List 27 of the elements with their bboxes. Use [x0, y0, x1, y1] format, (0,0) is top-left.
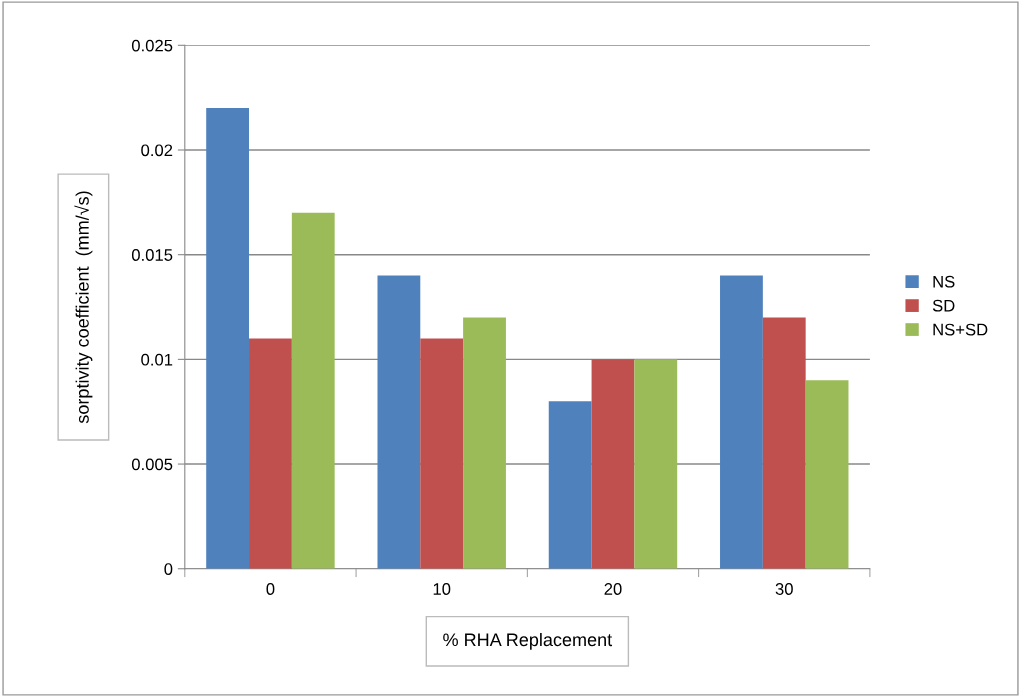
x-tick-label: 30	[775, 583, 793, 595]
legend-label: NS	[933, 275, 955, 288]
legend-label: SD	[932, 299, 955, 312]
y-tick-label: 0.005	[131, 458, 173, 471]
bar	[805, 380, 849, 569]
bar	[591, 359, 635, 569]
bar	[463, 317, 506, 569]
y-tick-label: 0.015	[131, 249, 173, 261]
bar	[420, 338, 464, 569]
bar	[206, 108, 250, 569]
y-tick-label: 0.01	[141, 353, 173, 366]
bar	[377, 275, 421, 569]
bar	[762, 317, 806, 569]
bar	[634, 359, 678, 569]
x-tick-label: 10	[433, 583, 451, 595]
y-tick-label: 0	[164, 563, 173, 575]
bar	[249, 338, 292, 569]
y-tick-label: 0.02	[141, 144, 173, 157]
x-tick-label: 20	[604, 583, 622, 595]
legend-label: NS+SD	[933, 323, 988, 336]
bar	[548, 401, 592, 569]
x-axis-title: % RHA Replacement	[443, 632, 613, 650]
y-tick-label: 0.025	[131, 39, 173, 52]
bar	[720, 275, 763, 569]
x-tick-label: 0	[266, 583, 275, 595]
y-axis-title: sorptivity coefficient (mm/√s)	[74, 191, 93, 424]
bar	[291, 212, 335, 569]
